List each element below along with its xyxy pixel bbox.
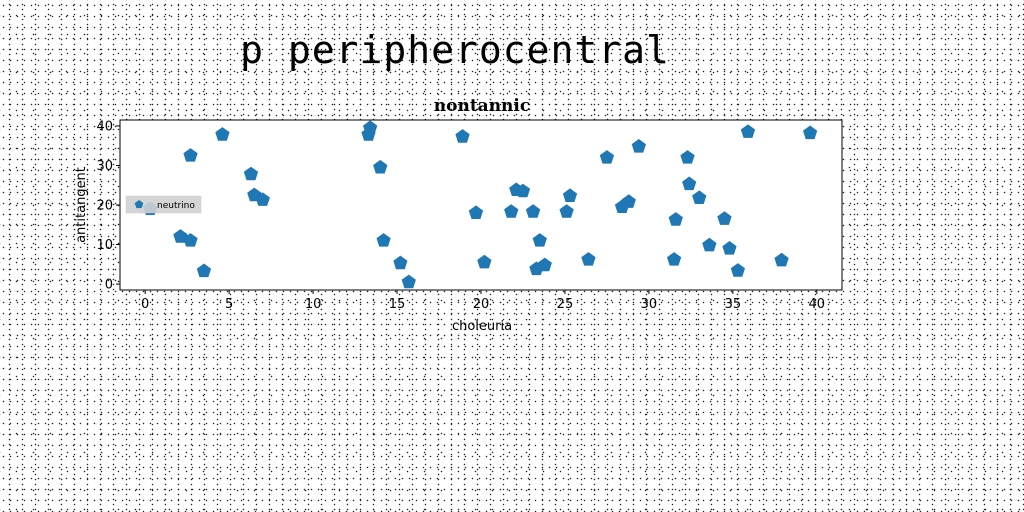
data-point: [363, 120, 378, 134]
data-point: [468, 205, 484, 219]
data-point: [255, 192, 270, 206]
axis-ticks: 0 5 10 15 20 25 30 35 40 0 10 20 30 40: [96, 119, 825, 312]
data-point: [562, 188, 578, 202]
y-axis-label: antitangent: [74, 167, 89, 243]
data-point: [183, 233, 198, 247]
y-tick-label: 0: [105, 278, 113, 293]
legend-label: neutrino: [157, 201, 195, 211]
data-point: [667, 252, 682, 266]
data-point: [730, 263, 745, 277]
data-point: [722, 241, 737, 255]
x-tick-label: 5: [225, 297, 233, 312]
data-point: [668, 212, 683, 226]
data-point: [680, 150, 695, 164]
legend-box: [125, 195, 202, 214]
data-point: [803, 125, 818, 140]
page-title: p peripherocentral: [240, 28, 670, 72]
data-point: [682, 176, 697, 191]
y-tick-label: 40: [96, 119, 113, 134]
chart-title: nontannic: [434, 96, 530, 116]
data-point: [581, 252, 596, 266]
x-tick-label: 40: [809, 297, 826, 312]
legend-marker-icon: [134, 200, 144, 209]
data-point: [774, 252, 789, 267]
data-point: [599, 150, 615, 164]
legend: neutrino: [125, 195, 202, 214]
data-point: [621, 194, 636, 208]
x-tick-label: 10: [305, 297, 322, 312]
data-point: [515, 183, 531, 198]
data-point: [196, 263, 212, 278]
data-points: [143, 120, 818, 289]
data-point: [477, 254, 492, 269]
data-point: [537, 257, 552, 272]
x-tick-label: 30: [641, 297, 658, 312]
data-point: [376, 233, 391, 247]
data-point: [559, 204, 574, 218]
data-point: [717, 211, 732, 225]
y-tick-label: 20: [96, 199, 113, 214]
x-tick-label: 15: [389, 297, 406, 312]
data-point: [532, 233, 547, 247]
x-tick-label: 25: [557, 297, 574, 312]
x-tick-label: 20: [473, 297, 490, 312]
y-tick-label: 10: [96, 238, 113, 253]
data-point: [702, 237, 717, 252]
y-tick-label: 30: [96, 159, 113, 174]
data-point: [504, 204, 519, 218]
data-point: [740, 124, 756, 138]
x-tick-label: 35: [725, 297, 742, 312]
x-tick-label: 0: [141, 297, 149, 312]
data-point: [393, 255, 408, 270]
data-point: [455, 129, 470, 143]
data-point: [215, 127, 230, 141]
data-point: [631, 139, 646, 153]
data-point: [373, 159, 388, 174]
data-point: [401, 274, 416, 289]
data-point: [183, 148, 198, 162]
x-axis-label: choleuria: [452, 319, 512, 334]
data-point: [525, 204, 541, 218]
data-point: [692, 190, 707, 204]
data-point: [243, 166, 259, 181]
